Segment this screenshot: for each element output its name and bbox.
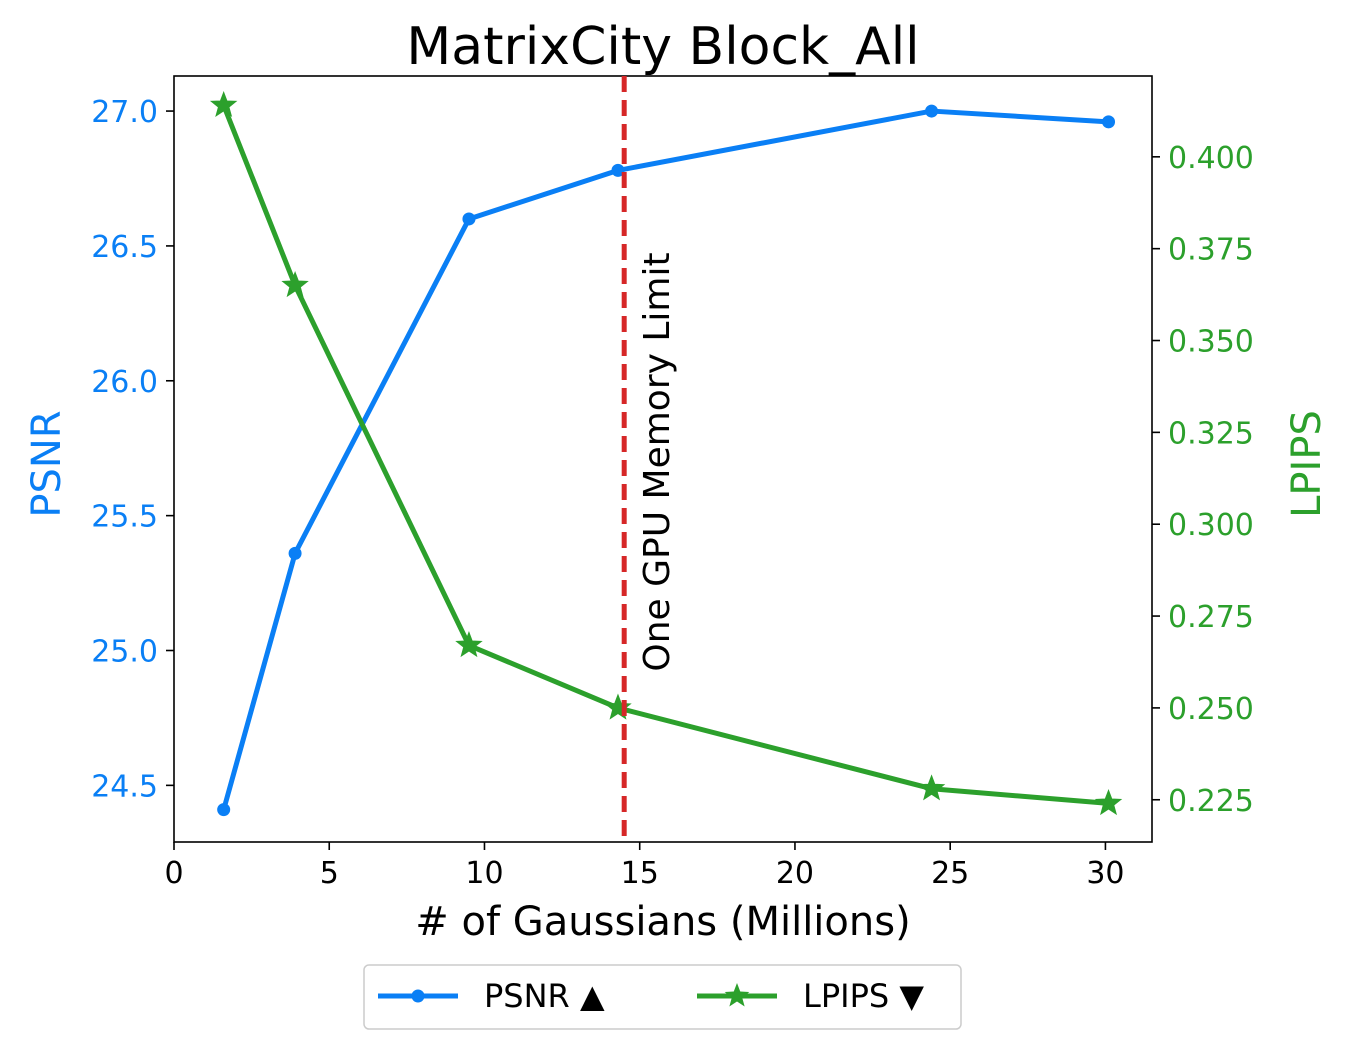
legend: PSNR ▲ LPIPS ▼ <box>363 964 962 1030</box>
x-tick-label: 10 <box>465 856 503 891</box>
y-right-tick-label: 0.350 <box>1168 325 1254 360</box>
y-right-tick-label: 0.275 <box>1168 600 1254 635</box>
y-left-tick-label: 26.0 <box>91 365 158 400</box>
series-point-star <box>281 270 309 298</box>
series-point-circle <box>611 163 625 177</box>
y-right-tick-label: 0.250 <box>1168 692 1254 727</box>
y-right-tick-label: 0.300 <box>1168 508 1254 543</box>
series-line-2 <box>221 102 1112 806</box>
y-right-tick-label: 0.225 <box>1168 784 1254 819</box>
plot-frame <box>173 75 1153 843</box>
series-line-1 <box>221 108 1112 813</box>
series-point-star <box>604 693 632 720</box>
legend-marker-circle <box>411 989 425 1003</box>
plot-area: 0 5 10 15 20 25 30 24.5 25.0 25.5 26.0 26.5 27.0 0.22… <box>91 75 1254 891</box>
series-point-star <box>455 631 483 658</box>
x-tick-label: 30 <box>1086 856 1124 891</box>
x-tick-label: 5 <box>320 856 339 891</box>
y-left-tick-label: 25.0 <box>91 635 158 670</box>
x-axis-label: # of Gaussians (Millions) <box>415 899 910 945</box>
y-left-tick-label: 24.5 <box>91 769 158 804</box>
y-left-tick-label: 26.5 <box>91 230 158 265</box>
series-point-circle <box>462 212 476 226</box>
legend-frame <box>363 964 962 1030</box>
y-axis-right-label: LPIPS <box>1284 410 1330 518</box>
x-tick-label: 25 <box>931 856 969 891</box>
y-right-tick-label: 0.375 <box>1168 233 1254 268</box>
legend-label: LPIPS ▼ <box>803 977 924 1015</box>
series-point-star <box>1094 789 1123 816</box>
series-point-circle <box>288 546 302 560</box>
chart-title: MatrixCity Block_All <box>406 17 919 77</box>
y-left-tick-label: 25.5 <box>91 500 158 535</box>
y-left-tick-label: 27.0 <box>91 95 158 130</box>
x-tick-label: 15 <box>621 856 659 891</box>
series-point-star <box>917 774 946 801</box>
legend-marker-star <box>724 983 750 1007</box>
series-point-circle <box>217 803 231 817</box>
x-tick-label: 0 <box>164 856 183 891</box>
legend-label: PSNR ▲ <box>484 977 605 1015</box>
series-point-circle <box>925 104 939 118</box>
y-right-tick-label: 0.325 <box>1168 416 1254 451</box>
y-right-tick-label: 0.400 <box>1168 141 1254 176</box>
series-point-star <box>209 90 238 118</box>
x-tick-label: 20 <box>776 856 814 891</box>
series-point-circle <box>1102 115 1116 129</box>
memory-limit-label: One GPU Memory Limit <box>637 252 678 671</box>
y-axis-left-label: PSNR <box>24 410 70 517</box>
